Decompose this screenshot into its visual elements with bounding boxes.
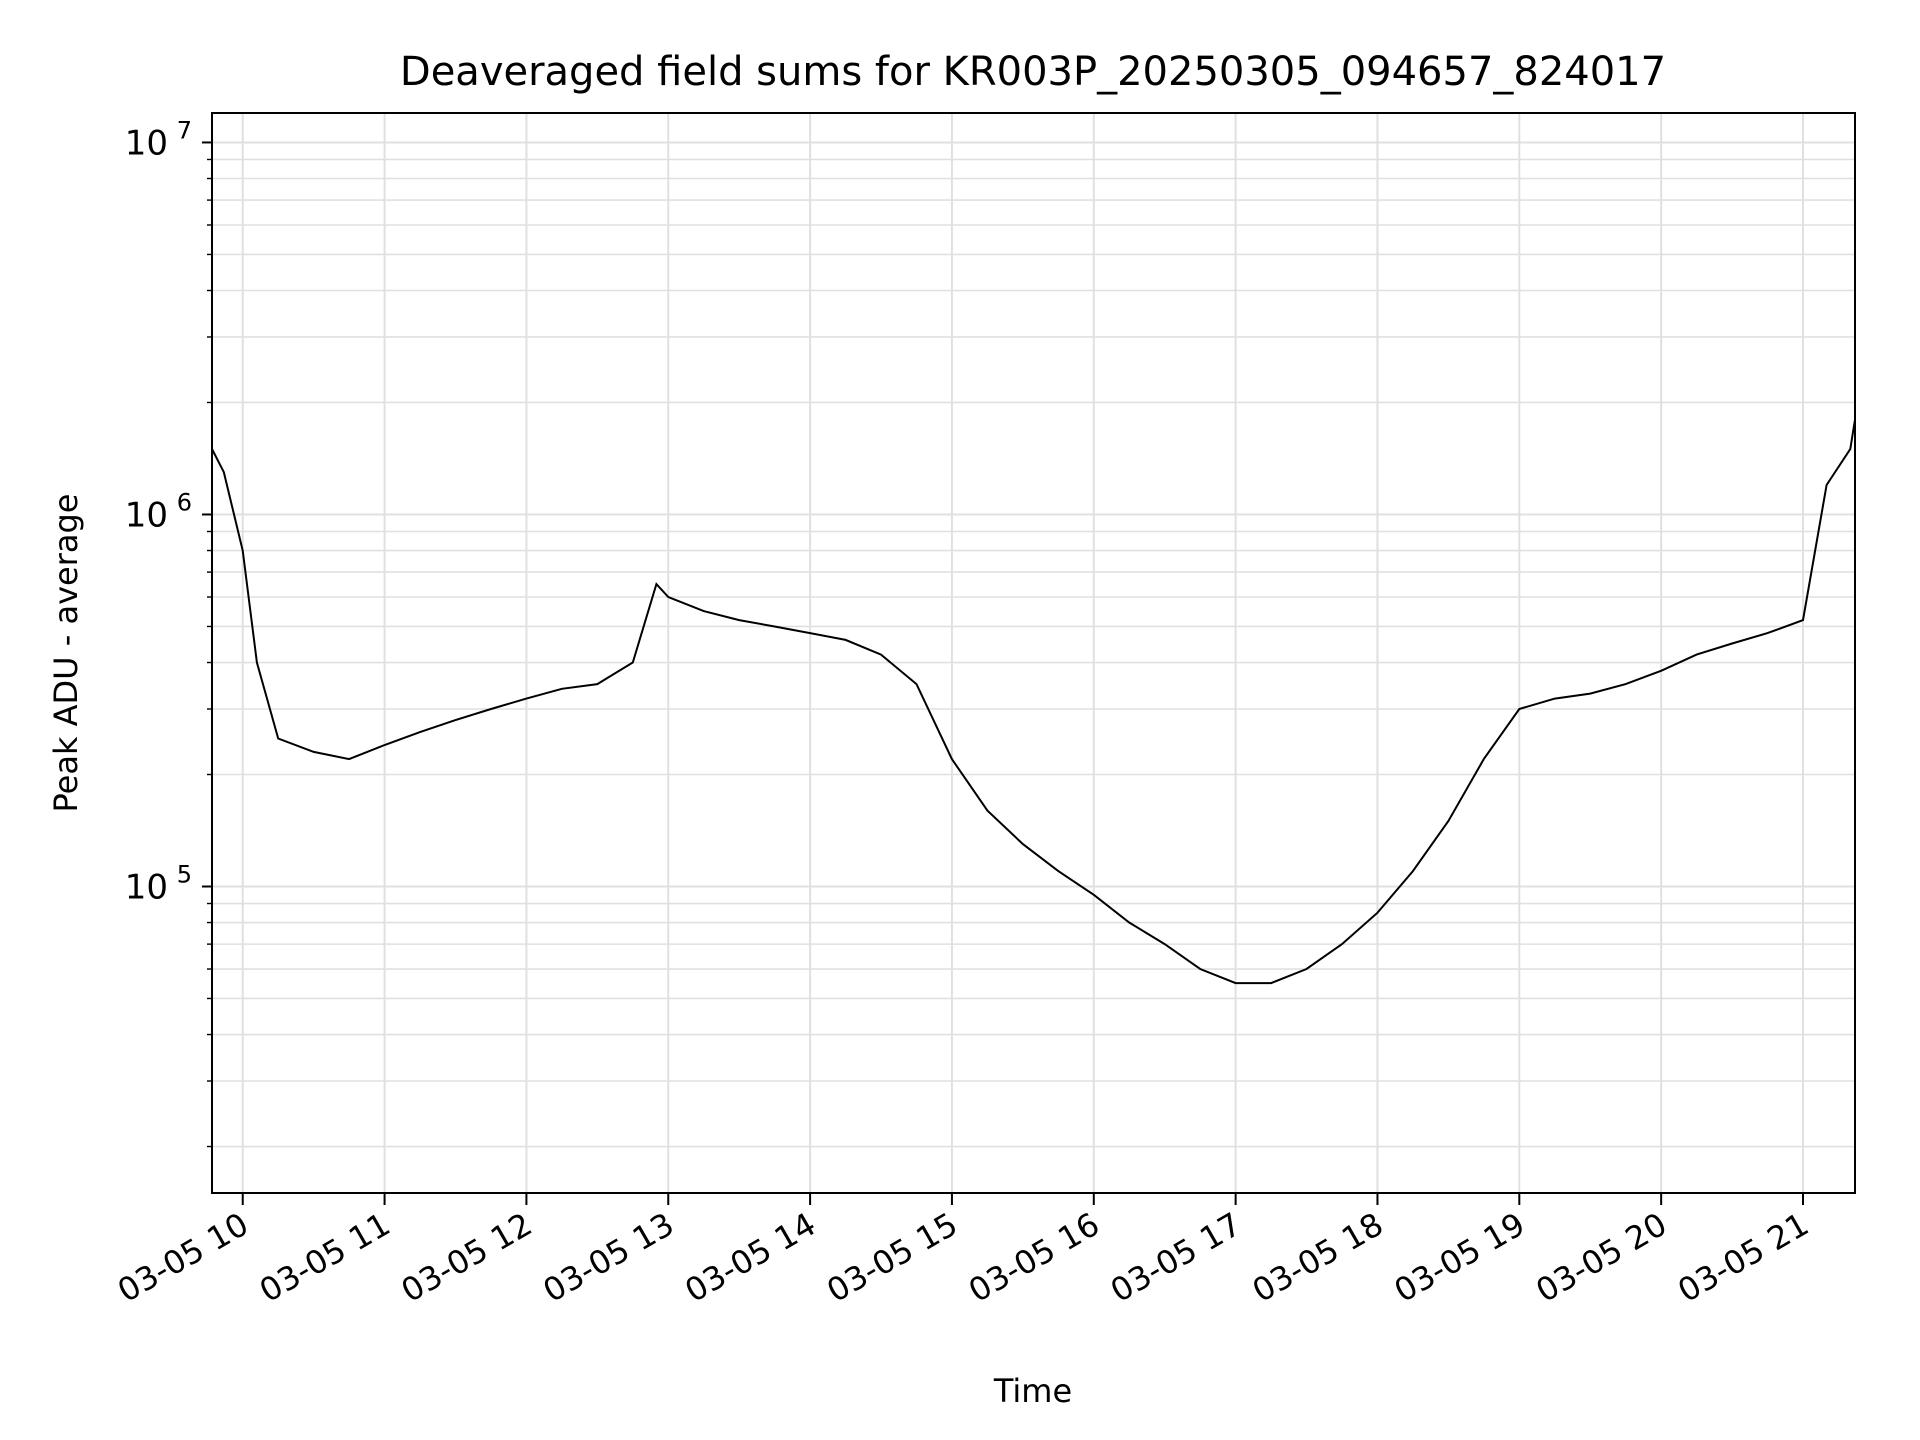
y-tick-label: 10 bbox=[125, 867, 168, 907]
grid-lines bbox=[212, 113, 1855, 1193]
plot-frame bbox=[211, 112, 1856, 1194]
y-tick-exponent: 5 bbox=[177, 860, 192, 888]
x-axis-label: Time bbox=[993, 1372, 1072, 1410]
y-axis-label: Peak ADU - average bbox=[47, 494, 85, 813]
y-tick-exponent: 7 bbox=[177, 116, 192, 144]
chart-title: Deaveraged field sums for KR003P_2025030… bbox=[400, 49, 1666, 95]
y-tick-exponent: 6 bbox=[177, 488, 192, 516]
series-line-0 bbox=[212, 419, 1855, 985]
y-tick-label: 10 bbox=[125, 495, 168, 535]
plot-area bbox=[212, 419, 1855, 985]
y-tick-label: 10 bbox=[125, 123, 168, 163]
series-layer bbox=[212, 419, 1855, 985]
